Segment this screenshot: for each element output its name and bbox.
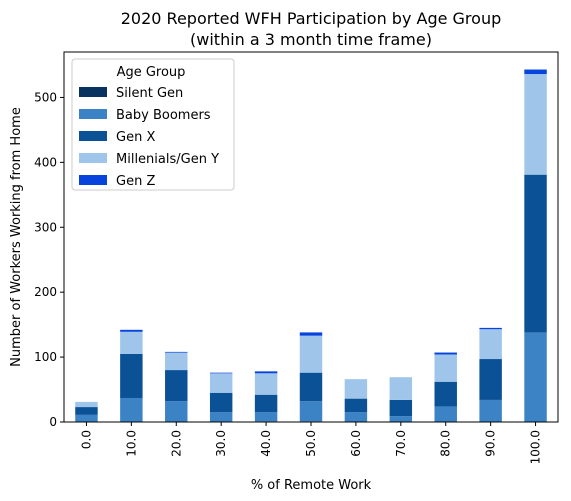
bar-segment-3-0 (75, 401, 98, 408)
bar-segment-2-2 (165, 370, 188, 402)
legend-swatch (79, 153, 107, 163)
legend-swatch (79, 87, 107, 97)
x-tick-label: 10.0 (124, 430, 138, 457)
bar-segment-1-3 (209, 412, 233, 422)
bar-segment-4-2 (165, 351, 188, 353)
legend-label: Millenials/Gen Y (116, 152, 219, 167)
bar-segment-2-3 (209, 392, 233, 413)
y-tick-label: 400 (34, 155, 57, 169)
bar-segment-4-5 (299, 332, 323, 336)
bar-segment-3-8 (434, 354, 457, 382)
x-tick-label: 80.0 (439, 430, 453, 457)
legend-label: Gen X (116, 130, 155, 145)
bar-segment-3-6 (344, 379, 368, 399)
x-tick-label: 50.0 (304, 430, 318, 457)
bar-segment-1-0 (75, 414, 98, 422)
x-tick-label: 90.0 (484, 430, 498, 457)
bar-segment-1-4 (254, 412, 278, 422)
x-tick-label: 40.0 (259, 430, 273, 457)
legend-label: Gen Z (116, 174, 155, 189)
y-tick-label: 100 (34, 350, 57, 364)
bar-segment-4-1 (120, 329, 143, 332)
legend: Age Group Silent Gen Baby Boomers Gen X Mill… (71, 58, 235, 191)
x-tick-label: 60.0 (349, 430, 363, 457)
bar-segment-2-7 (389, 399, 413, 417)
bar-segment-1-9 (479, 399, 502, 422)
bar-segment-2-6 (344, 398, 368, 413)
bar-segment-3-2 (165, 352, 188, 371)
legend-swatch (79, 109, 107, 119)
bar-segment-1-7 (389, 416, 413, 422)
bar-segment-2-8 (434, 381, 457, 407)
bar-segment-3-4 (254, 373, 278, 395)
chart-subtitle: (within a 3 month time frame) (190, 30, 432, 49)
bars-group (75, 69, 547, 422)
x-tick-label: 20.0 (169, 430, 183, 457)
legend-label: Baby Boomers (116, 108, 211, 123)
bar-segment-4-9 (479, 327, 502, 330)
y-tick-label: 300 (34, 220, 57, 234)
x-axis-label: % of Remote Work (251, 478, 372, 493)
y-axis-label: Number of Workers Working from Home (9, 107, 24, 367)
x-tick-label: 100.0 (529, 430, 543, 464)
bar-segment-2-10 (524, 174, 547, 333)
bar-segment-2-9 (479, 359, 502, 400)
bar-segment-3-1 (120, 331, 143, 354)
bar-segment-2-5 (299, 372, 323, 402)
bar-segment-3-3 (209, 373, 233, 393)
y-tick-label: 500 (34, 90, 57, 104)
legend-label: Silent Gen (116, 86, 183, 101)
legend-swatch (79, 175, 107, 185)
legend-swatch (79, 131, 107, 141)
bar-segment-4-10 (524, 69, 547, 75)
plot-frame (63, 51, 559, 423)
bar-segment-2-4 (254, 394, 278, 413)
x-tick-label: 30.0 (214, 430, 228, 457)
bar-segment-3-7 (389, 377, 413, 400)
bar-segment-4-8 (434, 352, 457, 355)
bar-segment-1-2 (165, 401, 188, 422)
bar-segment-1-10 (524, 332, 547, 422)
bar-segment-1-1 (120, 397, 143, 422)
y-axis: 0 100 200 300 400 500 (34, 90, 64, 429)
legend-box (71, 58, 235, 191)
bar-segment-1-8 (434, 406, 457, 422)
x-tick-label: 0.0 (79, 430, 93, 449)
bar-segment-3-5 (299, 335, 323, 373)
bar-segment-2-1 (120, 353, 143, 398)
y-tick-label: 0 (49, 415, 57, 429)
legend-title: Age Group (117, 65, 186, 80)
bar-segment-4-4 (254, 371, 278, 374)
y-tick-label: 200 (34, 285, 57, 299)
bar-segment-3-9 (479, 329, 502, 360)
bar-segment-4-3 (209, 372, 233, 374)
bar-segment-2-0 (75, 407, 98, 415)
bar-segment-1-5 (299, 401, 323, 422)
chart-title: 2020 Reported WFH Participation by Age G… (121, 9, 502, 28)
bar-segment-1-6 (344, 412, 368, 422)
x-axis: 0.0 10.0 20.0 30.0 40.0 50.0 60.0 70.0 80.0 90.0 1… (79, 422, 543, 464)
bar-segment-3-10 (524, 74, 547, 175)
x-tick-label: 70.0 (394, 430, 408, 457)
